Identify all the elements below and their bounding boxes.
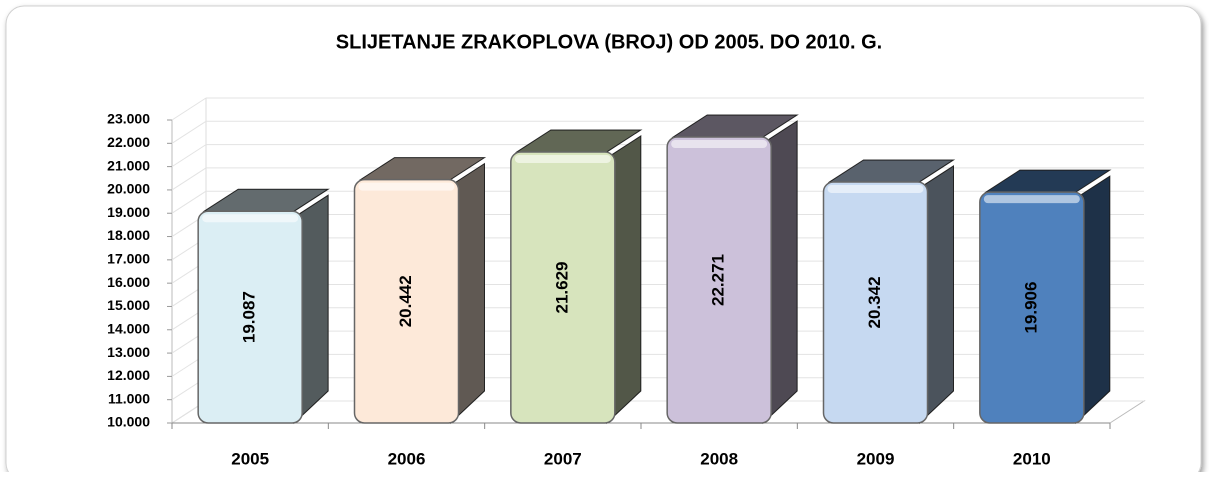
- bar-front: [822, 181, 929, 424]
- grid-line: [171, 144, 207, 168]
- y-tick-label: 21.000: [107, 157, 150, 173]
- y-tick-label: 18.000: [107, 227, 150, 243]
- grid-line: [171, 167, 207, 191]
- y-tick-label: 16.000: [107, 274, 150, 290]
- y-tick-label: 12.000: [107, 367, 150, 383]
- x-tick-label: 2009: [857, 449, 895, 468]
- y-tick-label: 15.000: [107, 297, 150, 313]
- bar-top-shade: [204, 189, 329, 212]
- y-tick-label: 17.000: [107, 251, 150, 267]
- x-tick-label: 2007: [544, 449, 582, 468]
- bar-highlight: [983, 195, 1080, 204]
- bar: [666, 114, 799, 425]
- bar-highlight: [514, 154, 611, 163]
- grid-line: [171, 120, 207, 144]
- bar-top-shade: [360, 157, 485, 180]
- bar-top-shade: [673, 114, 798, 137]
- bar: [510, 129, 643, 425]
- y-tick-label: 10.000: [107, 414, 150, 430]
- bar-front: [510, 151, 616, 424]
- value-label: 20.442: [396, 275, 415, 327]
- bar-front: [197, 210, 303, 424]
- bar-top-shade: [516, 129, 641, 152]
- bar-front: [353, 178, 460, 424]
- bar-front: [666, 136, 772, 424]
- value-label: 20.342: [865, 276, 884, 328]
- y-tick-label: 13.000: [107, 344, 150, 360]
- value-label: 22.271: [709, 254, 728, 306]
- bar-top-shade: [829, 159, 954, 182]
- grid-line: [171, 97, 207, 121]
- y-tick-label: 14.000: [107, 320, 150, 336]
- bar: [822, 159, 956, 425]
- y-tick-label: 23.000: [107, 111, 150, 127]
- value-label: 21.629: [552, 261, 571, 313]
- bar: [353, 157, 487, 425]
- bar-highlight: [202, 214, 299, 223]
- value-label: 19.906: [1021, 282, 1040, 334]
- x-tick-label: 2005: [231, 449, 269, 468]
- value-label: 19.087: [240, 291, 259, 343]
- y-tick-label: 22.000: [107, 134, 150, 150]
- bar-front: [979, 191, 1085, 424]
- y-tick-label: 20.000: [107, 181, 150, 197]
- grid-line: [171, 190, 207, 214]
- bar: [197, 188, 330, 425]
- x-tick-label: 2008: [700, 449, 738, 468]
- chart-title: SLIJETANJE ZRAKOPLOVA (BROJ) OD 2005. DO…: [336, 31, 882, 53]
- bar-top-shade: [985, 170, 1110, 193]
- x-tick-label: 2006: [388, 449, 426, 468]
- bar-highlight: [671, 139, 768, 148]
- bar-highlight: [827, 184, 924, 193]
- y-tick-label: 19.000: [107, 204, 150, 220]
- bar: [979, 169, 1112, 425]
- x-tick-label: 2010: [1013, 449, 1051, 468]
- bar-highlight: [358, 182, 455, 191]
- y-tick-label: 11.000: [108, 390, 150, 406]
